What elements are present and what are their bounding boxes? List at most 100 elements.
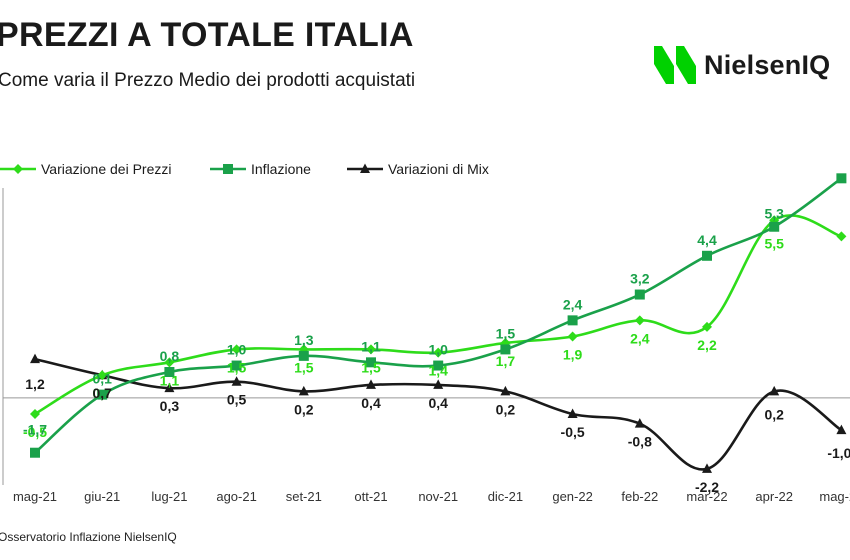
- data-label-variazione-prezzi: 1,1: [160, 372, 180, 388]
- series-layer: [30, 173, 847, 473]
- x-tick-label: set-21: [286, 489, 322, 504]
- x-tick-label: nov-21: [418, 489, 458, 504]
- legend-item-variazioni-mix: Variazioni di Mix: [347, 161, 489, 177]
- data-point-variazioni-mix: [769, 385, 780, 396]
- nielseniq-logo-icon: [654, 46, 696, 84]
- chart-legend: Variazione dei Prezzi Inflazione Variazion…: [0, 161, 489, 177]
- data-point-variazione-prezzi: [164, 357, 175, 368]
- source-note: Osservatorio Inflazione NielsenIQ: [0, 530, 177, 544]
- data-label-variazioni-mix: 0,4: [361, 395, 381, 411]
- x-tick-label: dic-21: [488, 489, 523, 504]
- x-tick-label: feb-22: [621, 489, 658, 504]
- data-label-variazione-prezzi: 1,7: [496, 353, 516, 369]
- legend-label: Variazione dei Prezzi: [41, 161, 171, 177]
- data-label-variazioni-mix: 0,2: [496, 401, 516, 417]
- data-point-variazione-prezzi: [97, 370, 108, 381]
- data-point-variazione-prezzi: [567, 331, 578, 342]
- page-subtitle: Come varia il Prezzo Medio dei prodotti …: [0, 70, 416, 91]
- line-chart: Variazione dei Prezzi Inflazione Variazion…: [0, 161, 850, 504]
- data-point-inflazione: [500, 344, 511, 355]
- series-line-inflazione: [34, 177, 843, 454]
- data-label-variazioni-mix: -1,0: [827, 445, 850, 461]
- data-label-inflazione: 1,5: [496, 325, 516, 341]
- data-point-variazioni-mix: [231, 376, 242, 386]
- data-label-variazioni-mix: 0,4: [428, 395, 448, 411]
- data-label-inflazione: 1,1: [361, 338, 381, 354]
- legend-swatch-marker: [13, 164, 23, 174]
- data-labels: -0,5 0,7 1,1 1,5 1,5 1,5 1,4 1,7 1,9 2,4 2,2 5,5 -1,…: [23, 206, 850, 495]
- data-label-variazione-prezzi: 0,7: [92, 385, 112, 401]
- legend-item-variazione-prezzi: Variazione dei Prezzi: [0, 161, 171, 177]
- data-point-variazioni-mix: [634, 418, 645, 428]
- data-point-variazioni-mix: [298, 385, 309, 396]
- data-point-variazione-prezzi: [30, 408, 40, 419]
- data-label-variazioni-mix: 1,2: [25, 376, 45, 392]
- data-point-inflazione: [164, 367, 175, 378]
- data-point-variazioni-mix: [366, 379, 376, 389]
- data-point-variazione-prezzi: [836, 231, 847, 242]
- data-point-inflazione: [366, 357, 376, 368]
- x-tick-label: gen-22: [552, 489, 592, 504]
- x-tick-label: giu-21: [84, 489, 120, 504]
- data-label-inflazione: 2,4: [563, 296, 583, 312]
- x-tick-label: mar-22: [686, 489, 727, 504]
- data-point-variazioni-mix: [500, 385, 511, 396]
- data-point-inflazione: [567, 315, 578, 326]
- legend-swatch-marker: [360, 163, 370, 173]
- data-label-inflazione: 1,0: [428, 342, 448, 358]
- data-point-variazione-prezzi: [500, 337, 511, 348]
- data-label-inflazione: -1,7: [23, 422, 47, 438]
- data-point-inflazione: [97, 389, 108, 400]
- data-point-inflazione: [836, 173, 847, 184]
- data-point-variazioni-mix: [836, 424, 847, 435]
- data-label-inflazione: 4,4: [697, 232, 717, 248]
- data-label-variazione-prezzi: 1,5: [227, 359, 247, 375]
- data-label-inflazione: 3,2: [630, 271, 650, 287]
- x-tick-label: lug-21: [151, 489, 187, 504]
- data-label-variazioni-mix: 0,5: [227, 392, 247, 408]
- data-label-variazione-prezzi: 5,5: [764, 235, 784, 251]
- data-point-inflazione: [433, 360, 444, 371]
- legend-item-inflazione: Inflazione: [210, 161, 311, 177]
- data-point-inflazione: [769, 221, 780, 232]
- data-label-inflazione: 1,3: [294, 332, 314, 348]
- data-label-inflazione: 0,8: [160, 348, 180, 364]
- data-label-variazione-prezzi: 2,4: [630, 330, 650, 346]
- data-label-variazioni-mix: -2,2: [695, 479, 719, 495]
- data-label-inflazione: 5,3: [764, 206, 784, 222]
- data-label-variazioni-mix: -0,8: [628, 434, 652, 450]
- data-point-variazioni-mix: [567, 408, 578, 418]
- data-point-variazione-prezzi: [634, 315, 645, 326]
- data-point-variazioni-mix: [164, 382, 175, 393]
- data-point-variazione-prezzi: [702, 321, 712, 332]
- x-tick-label: ott-21: [354, 489, 387, 504]
- data-label-variazioni-mix: 0,2: [294, 401, 314, 417]
- data-label-variazione-prezzi: 1,9: [563, 347, 583, 363]
- data-point-inflazione: [634, 289, 645, 300]
- data-label-inflazione: 0,1: [92, 371, 112, 387]
- data-label-variazione-prezzi: 1,5: [294, 359, 314, 375]
- x-tick-label: ago-21: [216, 489, 256, 504]
- page-title: PREZZI A TOTALE ITALIA: [0, 16, 414, 54]
- data-label-variazioni-mix: 0,3: [160, 398, 180, 414]
- data-label-inflazione: 1,0: [227, 342, 247, 358]
- brand-logo: NielsenIQ: [652, 44, 830, 86]
- data-point-inflazione: [231, 360, 242, 371]
- data-label-variazioni-mix: -0,5: [561, 424, 585, 440]
- x-axis: mag-21 giu-21 lug-21 ago-21 set-21 ott-21 nov-…: [13, 489, 850, 504]
- data-label-variazione-prezzi: 2,2: [697, 337, 717, 353]
- legend-label: Inflazione: [251, 161, 311, 177]
- data-label-variazione-prezzi: -0,5: [23, 424, 47, 440]
- x-tick-label: mag-21: [13, 489, 57, 504]
- legend-swatch-marker: [223, 164, 233, 174]
- data-label-variazione-prezzi: 1,4: [428, 363, 448, 379]
- data-point-variazioni-mix: [433, 379, 444, 389]
- data-point-inflazione: [298, 350, 309, 361]
- data-label-variazioni-mix: 0,7: [92, 385, 112, 401]
- data-point-inflazione: [30, 447, 40, 458]
- brand-name: NielsenIQ: [704, 49, 831, 80]
- data-point-variazione-prezzi: [231, 344, 242, 355]
- x-tick-label: apr-22: [755, 489, 793, 504]
- data-point-variazione-prezzi: [433, 347, 444, 358]
- data-point-variazioni-mix: [702, 463, 712, 473]
